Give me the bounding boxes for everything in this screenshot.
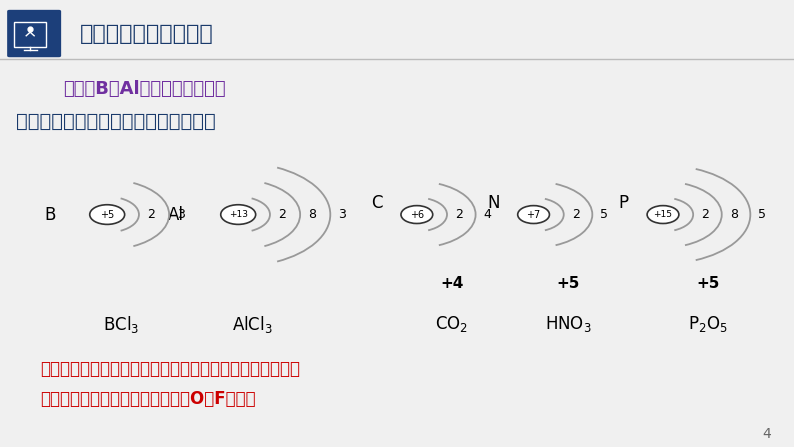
Text: 4: 4 [761, 426, 771, 441]
Text: 请画出B和Al的原子结构示意图: 请画出B和Al的原子结构示意图 [64, 80, 226, 98]
Text: 因为族序数与最外层电子数相同（O、F除外）: 因为族序数与最外层电子数相同（O、F除外） [40, 390, 256, 408]
Text: 2: 2 [455, 208, 463, 221]
Text: P: P [619, 194, 628, 212]
Text: 3: 3 [177, 208, 185, 221]
Text: +15: +15 [653, 210, 673, 219]
Text: 3: 3 [338, 208, 346, 221]
Text: +5: +5 [557, 276, 580, 291]
Text: 8: 8 [308, 208, 316, 221]
Text: 2: 2 [701, 208, 709, 221]
Text: CO$_2$: CO$_2$ [435, 314, 468, 334]
Text: 规律总结：主族元素的最高正化合价等于它所处的族序数，: 规律总结：主族元素的最高正化合价等于它所处的族序数， [40, 360, 299, 378]
Text: +13: +13 [229, 210, 248, 219]
Text: 同主族元素化合价特点: 同主族元素化合价特点 [79, 24, 213, 43]
Circle shape [221, 205, 256, 224]
Text: +7: +7 [526, 210, 541, 219]
FancyBboxPatch shape [7, 10, 61, 57]
Text: 5: 5 [758, 208, 766, 221]
Text: 2: 2 [278, 208, 286, 221]
Text: BCl$_3$: BCl$_3$ [103, 314, 140, 334]
FancyBboxPatch shape [14, 22, 46, 47]
Text: 4: 4 [484, 208, 491, 221]
Circle shape [90, 205, 125, 224]
Text: +6: +6 [410, 210, 424, 219]
Text: AlCl$_3$: AlCl$_3$ [232, 314, 273, 334]
Text: HNO$_3$: HNO$_3$ [545, 314, 592, 334]
Circle shape [647, 206, 679, 224]
Text: 2: 2 [147, 208, 155, 221]
Text: +5: +5 [100, 210, 114, 219]
Text: 并预测其氯化物的化学式应该如何书写: 并预测其氯化物的化学式应该如何书写 [16, 112, 216, 131]
Text: Al: Al [168, 206, 184, 224]
Text: 5: 5 [600, 208, 608, 221]
Text: +5: +5 [696, 276, 720, 291]
Circle shape [518, 206, 549, 224]
Text: 2: 2 [572, 208, 580, 221]
Text: +4: +4 [440, 276, 464, 291]
Text: B: B [44, 206, 56, 224]
Text: N: N [488, 194, 500, 212]
Text: 8: 8 [730, 208, 738, 221]
Circle shape [401, 206, 433, 224]
Text: P$_2$O$_5$: P$_2$O$_5$ [688, 314, 728, 334]
Text: C: C [372, 194, 383, 212]
